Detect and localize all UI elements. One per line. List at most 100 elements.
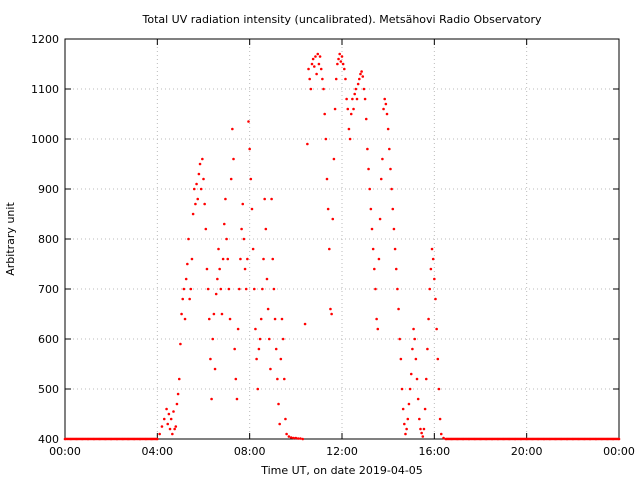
data-point	[319, 67, 323, 71]
data-point	[181, 297, 185, 301]
data-point	[255, 357, 258, 361]
data-point	[198, 162, 202, 166]
data-point	[229, 177, 233, 181]
data-point	[409, 372, 413, 376]
data-point	[167, 412, 171, 416]
data-point	[351, 97, 354, 101]
data-point	[381, 157, 384, 161]
data-point	[418, 417, 421, 421]
chart-title: Total UV radiation intensity (uncalibrat…	[142, 13, 542, 26]
data-point	[240, 227, 243, 231]
data-point	[175, 402, 179, 406]
data-point	[172, 410, 175, 413]
data-point	[227, 287, 231, 291]
data-point	[328, 247, 331, 251]
data-point	[313, 65, 316, 68]
data-point	[228, 317, 232, 321]
data-point	[303, 322, 307, 326]
x-axis-ticks: 00:00 04:00 08:00 12:00 16:00 20:00 00:00	[49, 39, 635, 458]
data-point	[424, 377, 428, 381]
data-point	[405, 427, 408, 431]
data-point	[235, 397, 239, 401]
data-point	[426, 347, 429, 351]
data-point	[156, 437, 159, 441]
data-point	[421, 435, 425, 438]
data-point	[383, 97, 387, 101]
data-point	[412, 327, 415, 331]
data-point	[224, 197, 227, 201]
data-point	[194, 202, 197, 206]
data-point	[278, 422, 281, 426]
data-point	[389, 167, 392, 171]
data-point	[411, 347, 414, 351]
data-point	[310, 62, 314, 66]
data-point	[311, 57, 315, 61]
data-point	[386, 127, 390, 131]
data-point	[442, 436, 445, 440]
data-point	[436, 357, 440, 361]
data-point	[197, 172, 201, 176]
data-point	[437, 387, 441, 391]
data-point	[373, 267, 376, 271]
data-point	[433, 277, 436, 281]
data-point	[252, 287, 256, 291]
data-point	[325, 177, 329, 181]
data-point	[336, 62, 339, 66]
data-point	[382, 107, 385, 111]
data-point	[206, 287, 210, 291]
data-point	[377, 257, 381, 261]
data-point	[211, 337, 215, 341]
data-point	[406, 417, 410, 421]
data-point	[158, 432, 161, 436]
data-point	[374, 287, 377, 291]
data-point	[345, 97, 348, 101]
data-point	[309, 87, 313, 91]
data-point	[307, 67, 310, 71]
data-point	[617, 437, 621, 441]
data-point	[338, 52, 341, 56]
data-point	[204, 227, 208, 231]
data-point	[370, 227, 374, 231]
data-point	[420, 431, 423, 435]
data-point	[267, 337, 271, 341]
data-point	[308, 77, 311, 81]
x-tick-label: 04:00	[141, 445, 173, 458]
data-point	[277, 402, 280, 406]
data-point	[203, 202, 206, 206]
data-point	[396, 287, 399, 291]
data-point	[276, 377, 279, 381]
y-tick-label: 1000	[31, 133, 59, 146]
data-point	[385, 112, 389, 116]
data-point	[191, 212, 195, 216]
data-point	[324, 137, 328, 141]
x-tick-label: 12:00	[326, 445, 358, 458]
data-point	[378, 217, 382, 221]
data-point	[315, 72, 318, 76]
data-point	[195, 182, 198, 186]
data-point	[166, 422, 170, 426]
data-point	[279, 357, 283, 361]
x-tick-label: 00:00	[49, 445, 81, 458]
data-point	[217, 247, 220, 251]
data-point	[359, 72, 362, 76]
data-point	[439, 432, 443, 436]
data-point	[262, 257, 265, 261]
data-point	[239, 257, 242, 261]
data-point	[266, 307, 270, 311]
data-point	[216, 277, 219, 281]
data-point	[393, 247, 397, 251]
y-tick-label: 1200	[31, 33, 59, 46]
data-point	[322, 87, 325, 91]
y-tick-label: 600	[38, 333, 59, 346]
data-point	[212, 312, 216, 316]
data-point	[201, 157, 204, 161]
data-point	[306, 142, 309, 146]
data-point	[176, 392, 180, 396]
data-point	[214, 292, 218, 296]
data-point	[428, 287, 432, 291]
data-point	[165, 407, 168, 411]
data-point	[269, 367, 272, 371]
data-point	[258, 337, 262, 341]
data-point	[368, 187, 372, 191]
